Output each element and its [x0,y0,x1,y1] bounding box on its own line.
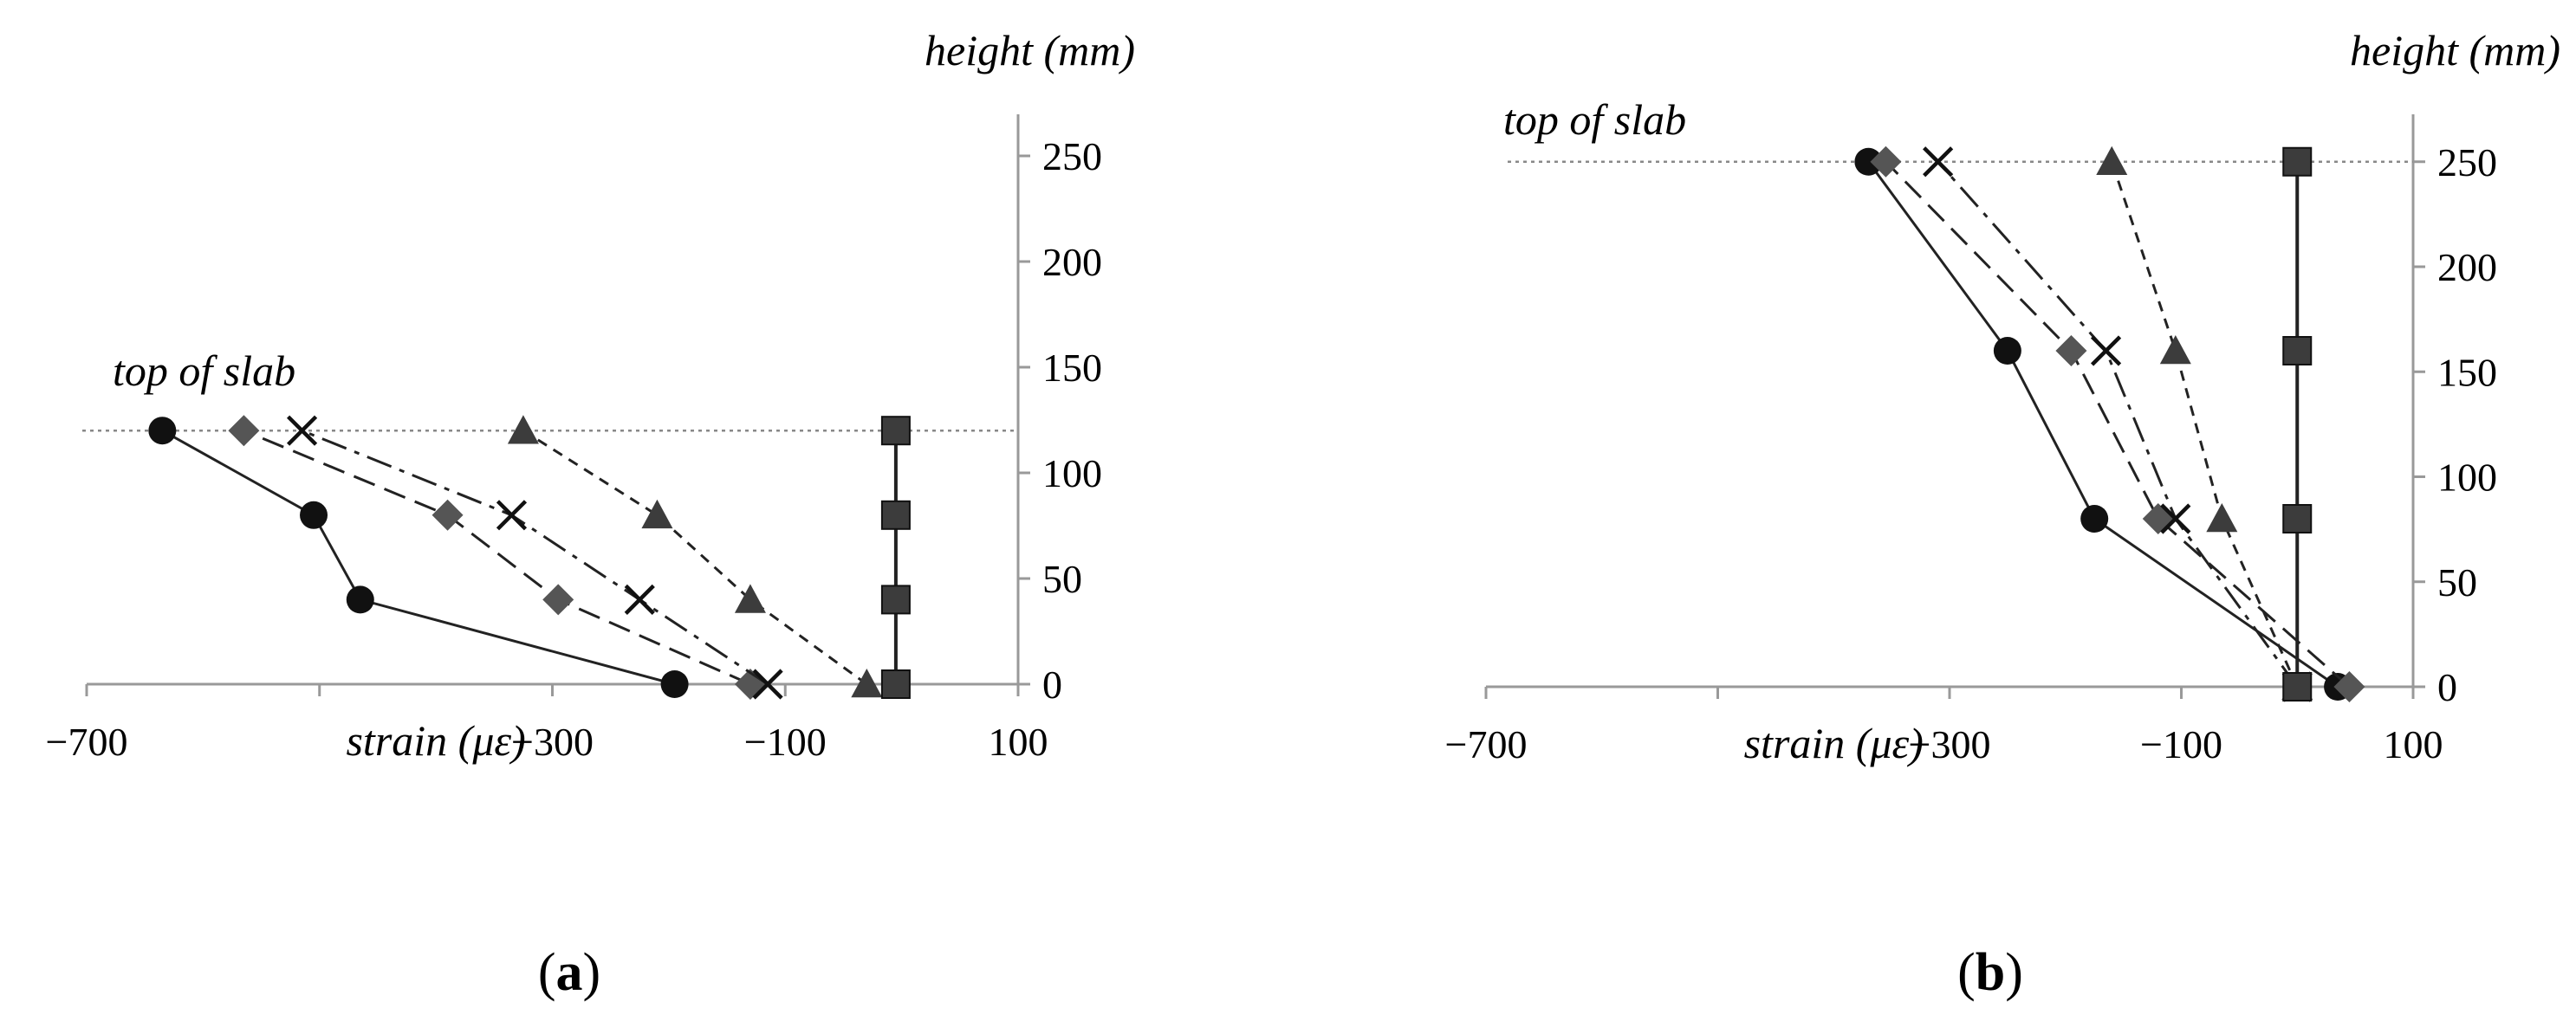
data-point-triangle [2159,335,2191,365]
series-square [2282,146,2313,701]
y-tick-label: 250 [1042,134,1102,178]
data-point-circle [300,501,328,529]
data-point-diamond [1870,145,1902,178]
series-line [1937,160,2299,688]
data-point-square [2282,672,2313,701]
series-circle [148,417,689,698]
series-line [522,429,868,686]
data-point-x [752,669,783,700]
y-tick-label: 0 [2437,665,2457,709]
x-tick-label: −700 [1445,722,1528,766]
data-point-circle [148,417,177,445]
x-tick-label: −300 [511,720,594,764]
series-x [287,415,783,700]
y-tick-label: 200 [1042,240,1102,284]
data-point-x [496,500,528,531]
panel-label: (b) [1957,943,2023,1002]
data-point-triangle [2206,503,2238,533]
data-point-x [1923,146,1954,178]
y-axis-title: height (mm) [2350,26,2560,74]
data-point-diamond [228,415,260,447]
y-tick-label: 250 [2437,140,2497,184]
series-line [302,429,769,686]
series-square [880,416,911,699]
series-line [161,429,675,686]
data-point-diamond [2333,671,2365,702]
x-tick-label: 100 [989,720,1048,764]
data-point-circle [1854,147,1883,176]
series-diamond [228,415,766,700]
y-tick-label: 100 [1042,451,1102,495]
data-point-square [880,416,911,446]
data-point-x [2160,503,2191,534]
data-point-triangle [2096,145,2128,176]
data-point-circle [2080,505,2109,533]
data-point-circle [660,670,689,698]
x-axis-title: strain (με) [1744,719,1924,767]
data-point-diamond [2055,335,2087,366]
chart-panel-a: −700 −300 −100 100 0 50 100 150 200 250 top of sla… [46,26,1135,1002]
data-point-circle [346,585,374,614]
x-tick-label: −100 [744,720,827,764]
data-point-diamond [431,499,464,531]
y-tick-label: 100 [2437,456,2497,500]
x-tick-label: 100 [2384,722,2443,766]
data-point-triangle [734,584,766,613]
data-point-triangle [507,415,539,444]
data-point-square [880,669,911,699]
series-line [1885,160,2351,689]
data-point-triangle [641,499,673,529]
data-point-x [2090,335,2122,366]
series-triangle [2096,145,2313,701]
data-point-square [880,500,911,530]
y-tick-label: 0 [1042,663,1062,707]
x-axis-title: strain (με) [346,716,525,765]
series-line [2110,161,2299,688]
data-point-circle [1993,337,2021,365]
y-tick-label: 150 [2437,350,2497,394]
y-axis-title: height (mm) [925,26,1135,74]
data-point-triangle [851,669,883,698]
x-tick-label: −300 [1909,722,1991,766]
series-x [1923,146,2313,702]
y-tick-label: 200 [2437,245,2497,289]
series-circle [1854,147,2352,701]
chart-panel-b: −700 −300 −100 100 0 50 100 150 200 250 top of sla… [1445,26,2560,1002]
data-point-square [2282,504,2313,533]
series-triangle [507,415,883,698]
series-line [1867,160,2339,689]
data-point-square [2282,336,2313,365]
y-tick-label: 50 [1042,557,1082,601]
series-diamond [1870,145,2365,702]
data-point-x [624,584,655,615]
data-point-square [880,585,911,615]
top-of-slab-label: top of slab [113,346,295,395]
y-tick-label: 50 [2437,560,2477,605]
data-point-diamond [542,584,574,616]
top-of-slab-label: top of slab [1503,95,1686,144]
y-tick-label: 150 [1042,346,1102,390]
data-point-square [2282,146,2313,177]
data-point-x [287,415,318,446]
x-tick-label: −100 [2140,722,2222,766]
series-line [243,429,751,686]
panel-label: (a) [538,943,600,1002]
x-tick-label: −700 [46,720,128,764]
